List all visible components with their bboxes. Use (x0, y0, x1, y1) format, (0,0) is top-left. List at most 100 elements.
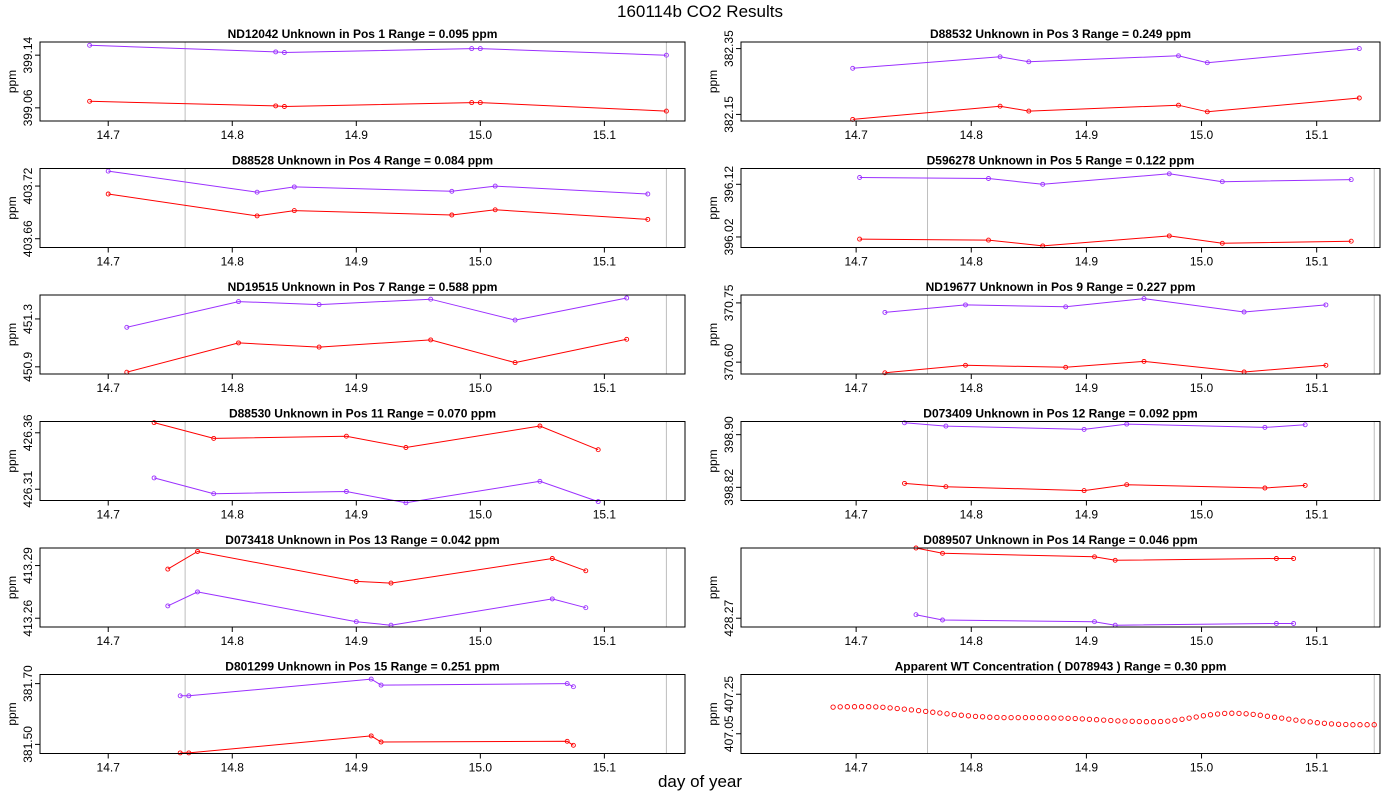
data-point (378, 682, 384, 688)
data-point (943, 423, 949, 429)
data-point (1302, 482, 1308, 488)
series-line-purple (126, 297, 627, 328)
x-tick-label: 14.8 (960, 761, 984, 775)
plot-frame (740, 674, 1381, 754)
data-point (902, 420, 907, 426)
data-point (1124, 421, 1130, 427)
x-tick-label: 14.8 (221, 761, 245, 775)
series-line-purple (180, 678, 574, 697)
data-point (851, 704, 858, 710)
data-point (291, 184, 297, 190)
y-tick-label: 396.12 (722, 166, 736, 203)
series-line-red (859, 235, 1352, 247)
x-tick-label: 14.8 (960, 128, 984, 142)
data-point (1115, 718, 1121, 724)
data-point (1250, 711, 1256, 718)
y-tick-label: 382.15 (722, 96, 736, 133)
data-point (449, 212, 455, 218)
data-point (1300, 718, 1306, 724)
data-point (850, 65, 856, 71)
panel-title: D88530 Unknown in Pos 11 Range = 0.070 p… (229, 407, 496, 421)
data-point (254, 189, 260, 195)
plot-frame (740, 41, 1381, 122)
data-point (87, 42, 93, 48)
y-tick-label: 413.29 (21, 547, 35, 584)
panel-9: D073418 Unknown in Pos 13 Range = 0.042 … (5, 533, 686, 648)
data-point (1086, 716, 1093, 722)
data-point (882, 309, 888, 315)
data-point (951, 711, 957, 718)
x-tick-label: 14.9 (1075, 255, 1099, 269)
panel-title: ND19515 Unknown in Pos 7 Range = 0.588 p… (228, 280, 498, 294)
data-point (986, 237, 991, 243)
data-point (1348, 177, 1354, 183)
panel-title: Apparent WT Concentration ( D078943 ) Ra… (895, 660, 1227, 674)
panel-6: ND19677 Unknown in Pos 9 Range = 0.227 p… (706, 280, 1381, 395)
y-tick-label: 381.50 (21, 726, 35, 763)
data-point (963, 362, 968, 368)
data-point (512, 317, 518, 323)
data-point (663, 52, 669, 58)
data-point (930, 709, 936, 715)
data-point (1236, 710, 1242, 717)
data-point (1176, 53, 1181, 59)
data-point (1081, 426, 1087, 432)
y-tick-label: 399.14 (21, 36, 35, 73)
data-point (151, 475, 157, 481)
panel-12: Apparent WT Concentration ( D078943 ) Ra… (706, 660, 1381, 775)
x-tick-label: 14.9 (1075, 128, 1099, 142)
data-point (1129, 718, 1135, 724)
data-point (378, 739, 384, 745)
data-point (1273, 621, 1279, 626)
y-axis-label: ppm (706, 323, 720, 346)
y-axis-label: ppm (5, 449, 19, 472)
y-tick-label: 428.27 (722, 600, 736, 637)
data-point (469, 46, 475, 52)
data-point (1112, 557, 1118, 563)
data-point (186, 750, 192, 756)
data-point (858, 704, 865, 710)
x-tick-label: 14.7 (844, 128, 868, 142)
panel-1: ND12042 Unknown in Pos 1 Range = 0.095 p… (5, 27, 686, 142)
x-tick-label: 14.9 (345, 761, 369, 775)
x-tick-label: 14.9 (1075, 381, 1099, 395)
data-point (857, 236, 863, 242)
series-line-red (852, 97, 1360, 120)
data-point (583, 605, 589, 611)
data-point (1364, 722, 1370, 728)
x-tick-label: 14.8 (221, 381, 245, 395)
x-tick-label: 14.8 (960, 381, 984, 395)
data-point (943, 484, 949, 490)
data-point (1136, 718, 1142, 725)
y-tick-label: 407.25 (722, 676, 736, 713)
x-tick-label: 14.9 (345, 508, 369, 522)
plot-frame (740, 168, 1381, 248)
x-tick-label: 14.8 (221, 634, 245, 648)
data-point (1356, 46, 1362, 52)
data-point (887, 705, 893, 711)
data-point (1279, 715, 1285, 721)
data-point (1143, 719, 1150, 725)
series-line-red (126, 338, 627, 373)
data-point (291, 208, 297, 214)
data-point (492, 207, 498, 213)
x-tick-label: 14.8 (221, 128, 245, 142)
y-tick-label: 396.02 (722, 218, 736, 255)
data-point (1328, 721, 1335, 727)
panel-title: D88528 Unknown in Pos 4 Range = 0.084 pp… (232, 154, 493, 168)
y-axis-label: ppm (706, 196, 720, 219)
x-tick-label: 15.0 (1190, 255, 1214, 269)
data-point (1141, 296, 1147, 302)
data-point (236, 340, 241, 346)
plot-frame (39, 674, 686, 754)
data-point (901, 706, 907, 712)
x-tick-label: 15.0 (1190, 381, 1214, 395)
x-tick-label: 14.7 (97, 508, 121, 522)
data-point (595, 447, 601, 453)
data-point (1219, 179, 1225, 185)
x-tick-label: 15.0 (469, 761, 493, 775)
data-point (866, 704, 872, 710)
data-point (254, 213, 260, 219)
data-point (894, 705, 900, 712)
